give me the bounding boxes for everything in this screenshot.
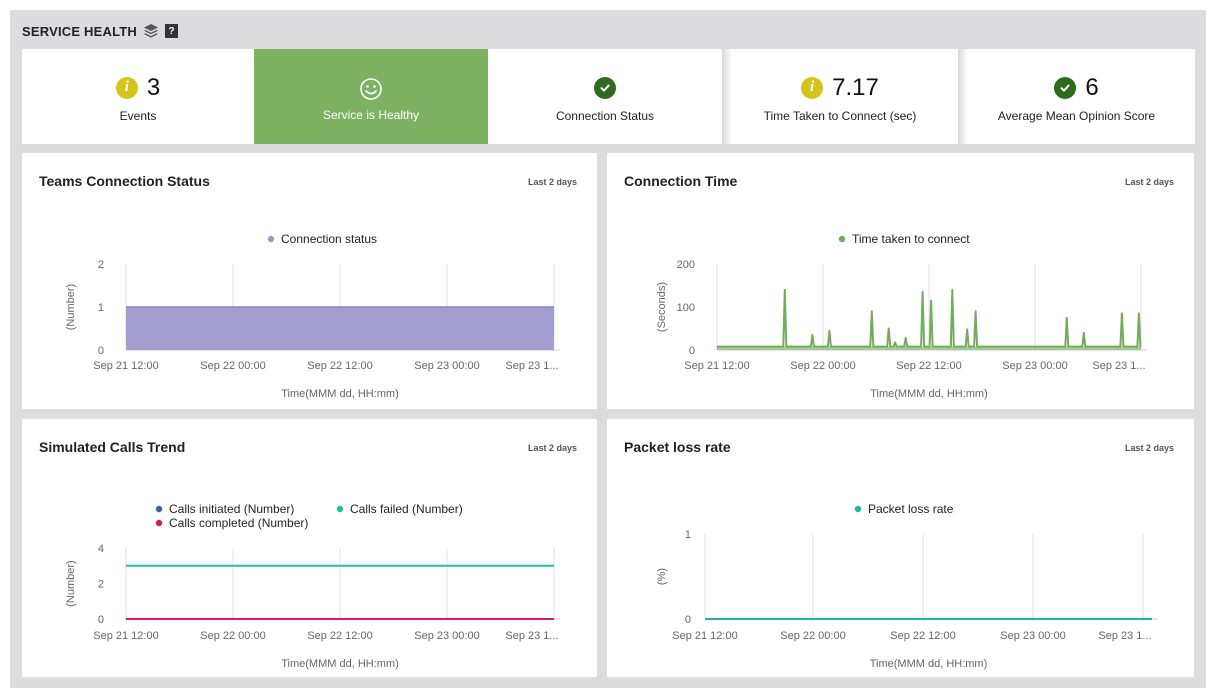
x-tick-label: Sep 22 12:00	[307, 360, 372, 372]
connection-label: Connection Status	[555, 108, 655, 123]
check-icon	[1054, 76, 1077, 99]
x-tick-label: Sep 23 1...	[1092, 360, 1145, 372]
y-tick-label: 1	[98, 302, 104, 314]
x-tick-label: Sep 21 12:00	[93, 630, 158, 642]
time-range-label[interactable]: Last 2 days	[1124, 443, 1174, 453]
x-tick-label: Sep 23 00:00	[1002, 360, 1067, 372]
kpi-service-health[interactable]: Service is Healthy	[254, 49, 488, 144]
legend-label: Calls completed (Number)	[169, 516, 308, 530]
connection-time-chart: 0 100 200 Sep 21 12:00 Sep 22 00:00 Sep 22 12…	[656, 232, 1147, 400]
mos-label: Average Mean Opinion Score	[997, 108, 1156, 123]
y-tick-label: 1	[685, 529, 691, 541]
legend-label: Time taken to connect	[852, 232, 970, 246]
panel-teams-connection-status: Teams Connection Status Last 2 days 0 1 2 S…	[22, 153, 597, 409]
x-tick-label: Sep 21 12:00	[684, 360, 749, 372]
packet-loss-chart: 0 1 Sep 21 12:00 Sep 22 00:00 Sep 22 12:00 Se…	[656, 502, 1158, 670]
section-header: SERVICE HEALTH ?	[22, 23, 179, 39]
panel-title: Simulated Calls Trend	[39, 439, 186, 455]
help-icon[interactable]: ?	[165, 24, 179, 38]
info-icon: i	[115, 76, 138, 99]
health-label: Service is Healthy	[322, 107, 420, 122]
kpi-mos[interactable]: 6 Average Mean Opinion Score	[958, 49, 1195, 144]
time-range-label[interactable]: Last 2 days	[527, 443, 577, 453]
y-tick-label: 4	[98, 543, 104, 555]
legend-marker	[155, 505, 163, 513]
events-value: 3	[146, 73, 161, 101]
legend-label: Calls initiated (Number)	[169, 502, 294, 516]
y-tick-label: 0	[98, 614, 104, 626]
y-tick-label: 2	[98, 579, 104, 591]
x-tick-label: Sep 23 00:00	[1000, 630, 1065, 642]
y-tick-label: 200	[677, 259, 695, 271]
x-axis-title: Time(MMM dd, HH:mm)	[870, 388, 988, 400]
mos-value: 6	[1085, 73, 1099, 101]
x-tick-label: Sep 22 12:00	[890, 630, 955, 642]
legend-label: Packet loss rate	[868, 502, 954, 516]
x-tick-label: Sep 23 00:00	[414, 360, 479, 372]
x-tick-label: Sep 22 12:00	[896, 360, 961, 372]
time-label: Time Taken to Connect (sec)	[763, 108, 917, 123]
legend-label: Connection status	[281, 232, 377, 246]
y-axis-title: (Number)	[65, 560, 77, 606]
legend-marker	[854, 505, 862, 513]
x-axis-title: Time(MMM dd, HH:mm)	[281, 388, 399, 400]
x-tick-label: Sep 22 12:00	[307, 630, 372, 642]
x-tick-label: Sep 23 1...	[1098, 630, 1151, 642]
legend-marker	[155, 519, 163, 527]
panel-connection-time: Connection Time Last 2 days 0 100 200 Sep 2…	[607, 153, 1194, 409]
legend-label: Calls failed (Number)	[350, 502, 463, 516]
events-label: Events	[119, 108, 157, 123]
x-tick-label: Sep 21 12:00	[93, 360, 158, 372]
x-tick-label: Sep 22 00:00	[200, 630, 265, 642]
x-tick-label: Sep 23 1...	[505, 360, 558, 372]
panel-simulated-calls-trend: Simulated Calls Trend Last 2 days 0 2 4 Sep…	[22, 419, 597, 677]
info-icon: i	[801, 76, 824, 99]
panel-packet-loss-rate: Packet loss rate Last 2 days 0 1 Sep 21 12…	[607, 419, 1194, 677]
time-range-label[interactable]: Last 2 days	[527, 177, 577, 187]
service-health-dashboard: SERVICE HEALTH ? i 3 Events	[10, 10, 1206, 688]
legend-marker	[838, 235, 846, 243]
layers-icon[interactable]	[143, 23, 159, 39]
y-axis-title: (Seconds)	[656, 282, 668, 332]
check-icon	[594, 76, 616, 99]
y-axis-title: (Number)	[65, 284, 77, 330]
x-tick-label: Sep 23 00:00	[414, 630, 479, 642]
y-tick-label: 0	[98, 345, 104, 357]
x-tick-label: Sep 22 00:00	[790, 360, 855, 372]
x-axis-title: Time(MMM dd, HH:mm)	[870, 658, 988, 670]
y-tick-label: 2	[98, 259, 104, 271]
y-tick-label: 0	[689, 345, 695, 357]
series-area	[717, 346, 1141, 350]
x-axis-title: Time(MMM dd, HH:mm)	[281, 658, 399, 670]
panel-title: Teams Connection Status	[39, 173, 210, 189]
kpi-connection-status[interactable]: Connection Status	[488, 49, 722, 144]
time-value: 7.17	[832, 73, 879, 101]
connection-status-chart: 0 1 2 Sep 21 12:00 Sep 22 00:00 Sep 22 12:00 S…	[65, 232, 560, 400]
smiley-icon	[360, 77, 382, 100]
x-tick-label: Sep 22 00:00	[200, 360, 265, 372]
simulated-calls-chart: 0 2 4 Sep 21 12:00 Sep 22 00:00 Sep 22 12:00 S…	[65, 502, 560, 670]
legend-marker	[267, 235, 275, 243]
panel-title: Packet loss rate	[624, 439, 731, 455]
x-tick-label: Sep 23 1...	[505, 630, 558, 642]
x-tick-label: Sep 22 00:00	[780, 630, 845, 642]
panel-title: Connection Time	[624, 173, 738, 189]
y-tick-label: 0	[685, 614, 691, 626]
time-range-label[interactable]: Last 2 days	[1124, 177, 1174, 187]
section-title: SERVICE HEALTH	[22, 23, 138, 39]
y-axis-title: (%)	[656, 568, 668, 585]
legend-marker	[336, 505, 344, 513]
y-tick-label: 100	[677, 302, 695, 314]
series-area	[126, 307, 554, 350]
kpi-time-to-connect[interactable]: i 7.17 Time Taken to Connect (sec)	[722, 49, 958, 144]
kpi-strip: i 3 Events Service is Healthy	[22, 49, 1195, 144]
x-tick-label: Sep 21 12:00	[672, 630, 737, 642]
kpi-events[interactable]: i 3 Events	[22, 49, 254, 144]
